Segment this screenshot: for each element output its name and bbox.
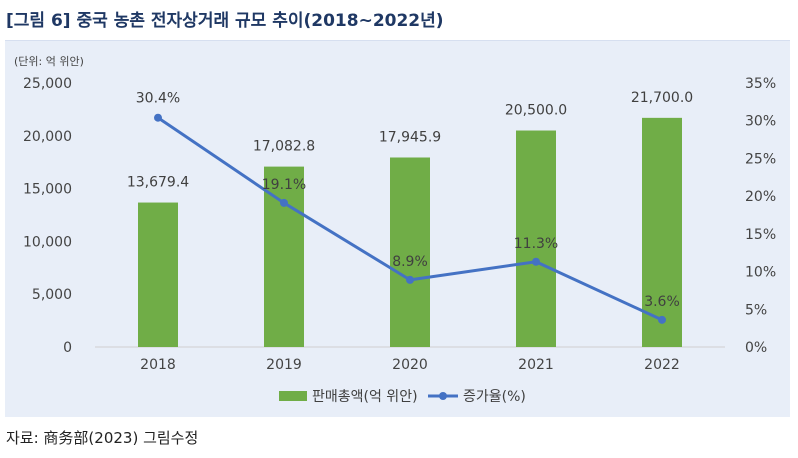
bar (390, 157, 430, 347)
right-tick-label: 30% (745, 114, 776, 130)
bar-value-label: 13,679.4 (127, 175, 189, 191)
source-note: 자료: 商务部(2023) 그림수정 (6, 429, 199, 447)
right-tick-label: 10% (745, 265, 776, 281)
x-tick-label: 2021 (518, 357, 554, 373)
right-tick-label: 15% (745, 227, 776, 243)
line-value-label: 30.4% (136, 91, 180, 107)
bar (642, 117, 682, 348)
line-value-label: 19.1% (262, 177, 306, 193)
line-point (406, 275, 414, 284)
legend-bar-label: 판매총액(억 위안) (312, 389, 418, 405)
left-tick-label: 25,000 (23, 76, 72, 92)
right-tick-label: 5% (745, 302, 767, 318)
bar-value-label: 17,082.8 (253, 139, 315, 155)
left-tick-label: 20,000 (23, 129, 72, 145)
x-tick-label: 2019 (266, 357, 302, 373)
unit-note: (단위: 억 위안) (14, 55, 84, 68)
x-tick-label: 2022 (644, 357, 680, 373)
line-point (658, 315, 666, 324)
legend-bar-swatch (279, 391, 307, 401)
line-point (532, 257, 540, 266)
left-tick-label: 5,000 (32, 287, 72, 303)
left-tick-label: 0 (63, 340, 72, 356)
bar (516, 130, 556, 347)
line-value-label: 3.6% (644, 294, 680, 310)
left-tick-label: 10,000 (23, 234, 72, 250)
line-point (154, 113, 162, 122)
left-tick-label: 15,000 (23, 182, 72, 198)
right-tick-label: 35% (745, 76, 776, 92)
figure-title-text: 중국 농촌 전자상거래 규모 추이(2018~2022년) (76, 11, 444, 31)
line-point (280, 198, 288, 207)
bar-value-label: 20,500.0 (505, 103, 567, 119)
right-tick-label: 20% (745, 189, 776, 205)
bar-value-label: 21,700.0 (631, 90, 693, 106)
legend-line-marker (439, 392, 447, 400)
line-value-label: 11.3% (514, 236, 558, 252)
legend-line-label: 증가율(%) (463, 389, 526, 405)
bar-value-label: 17,945.9 (379, 129, 441, 145)
figure-title: [그림 6] 중국 농촌 전자상거래 규모 추이(2018~2022년) (6, 6, 444, 31)
bar (138, 202, 178, 347)
right-tick-label: 25% (745, 151, 776, 167)
figure-label: [그림 6] (6, 11, 71, 31)
line-value-label: 8.9% (392, 254, 428, 270)
right-tick-label: 0% (745, 340, 767, 356)
bar (264, 166, 304, 347)
x-tick-label: 2020 (392, 357, 428, 373)
x-tick-label: 2018 (140, 357, 176, 373)
